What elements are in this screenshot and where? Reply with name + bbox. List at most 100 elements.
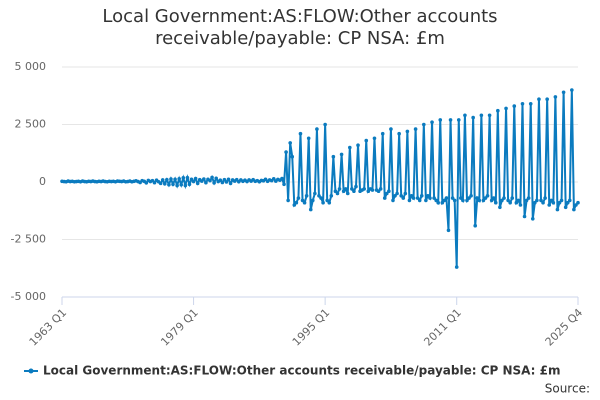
point [413,127,418,131]
point [356,143,360,147]
point [541,200,545,205]
point [167,182,171,187]
point [487,113,492,118]
y-tick-label: 0 [39,175,46,188]
point [387,189,391,193]
point [454,265,459,269]
point [296,196,301,200]
point [440,200,445,205]
point [475,196,480,200]
point [498,205,502,210]
point [485,194,490,198]
point [171,182,175,187]
point [294,200,299,205]
point [210,175,214,180]
point [378,187,383,191]
point [428,196,432,200]
point [543,196,547,200]
point [553,95,558,99]
point [185,175,190,180]
point [208,178,212,183]
point [506,198,510,203]
point [286,198,290,203]
point [465,198,469,203]
point [463,113,467,118]
point [479,113,484,118]
point [574,203,578,207]
point [477,198,482,203]
point [348,145,352,150]
legend-label: Local Government:AS:FLOW:Other accounts … [43,364,561,378]
point [362,187,366,191]
point [179,182,184,187]
point [493,200,498,205]
point [189,177,194,182]
point [152,180,157,185]
point [329,194,334,198]
point [292,203,297,207]
point [282,182,286,187]
point [407,198,412,203]
point [522,214,527,219]
point [537,97,541,101]
point [444,196,449,200]
point [530,217,535,221]
point [514,200,519,205]
x-tick-label: 1979 Q1 [158,306,201,349]
point [304,194,309,198]
point [411,196,416,200]
y-tick-label: -5 000 [11,290,46,303]
point [280,176,284,181]
point [436,200,441,205]
series-line [61,89,579,268]
point [290,154,295,159]
point [539,198,543,203]
point [526,196,531,200]
point [218,178,223,182]
point [516,198,521,203]
point [483,196,488,200]
point [144,181,149,185]
point [500,198,504,203]
point [450,196,455,200]
point [380,131,385,136]
y-tick-label: 2 500 [15,118,47,131]
chart-title: Local Government:AS:FLOW:Other accounts … [102,6,498,49]
point [399,194,404,198]
point [570,88,574,92]
point [491,196,496,200]
point [317,194,321,198]
point [325,198,329,203]
point [469,194,473,198]
point [528,102,533,106]
point [306,136,311,141]
point [382,196,387,200]
point [452,198,457,203]
legend-marker [28,368,34,374]
y-tick-label: -2 500 [11,233,46,246]
point [372,136,377,141]
point [288,141,292,145]
point [576,200,580,205]
point [331,154,336,159]
point [298,131,303,136]
point [204,180,208,185]
point [481,198,486,203]
point [419,194,424,198]
point [160,178,165,182]
point [327,200,332,205]
point [315,127,319,131]
x-tick-label: 2011 Q1 [421,306,464,349]
point [417,198,422,203]
point [430,120,434,124]
point [438,118,443,122]
point [393,194,397,198]
point [432,196,436,200]
point [496,108,500,113]
point [335,191,340,196]
point [533,200,537,205]
point [284,150,288,154]
point [545,97,549,101]
point [473,223,478,228]
